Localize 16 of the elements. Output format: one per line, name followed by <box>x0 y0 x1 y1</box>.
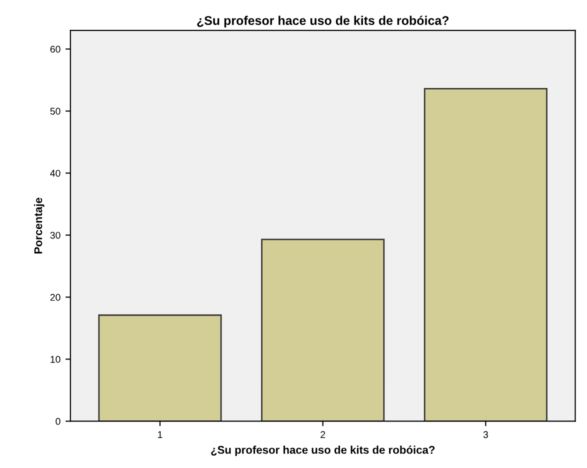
y-tick-label: 40 <box>50 170 60 177</box>
bar <box>261 238 385 422</box>
y-tick-label: 0 <box>56 418 60 425</box>
x-tick-label: 2 <box>320 431 326 438</box>
bar <box>424 88 548 422</box>
y-tick-label: 60 <box>50 46 60 53</box>
chart-title: ¿Su profesor hace uso de kits de robóica? <box>197 16 449 28</box>
y-tick-label: 30 <box>50 232 60 239</box>
x-tick-label: 1 <box>158 431 162 438</box>
x-axis-title: ¿Su profesor hace uso de kits de robóica? <box>211 446 435 456</box>
y-axis-title: Porcentaje <box>34 198 44 254</box>
y-tick-label: 10 <box>50 356 60 363</box>
bar <box>98 314 222 422</box>
y-tick-label: 20 <box>50 294 60 301</box>
x-tick-label: 3 <box>483 431 488 438</box>
y-tick-label: 50 <box>50 108 60 115</box>
